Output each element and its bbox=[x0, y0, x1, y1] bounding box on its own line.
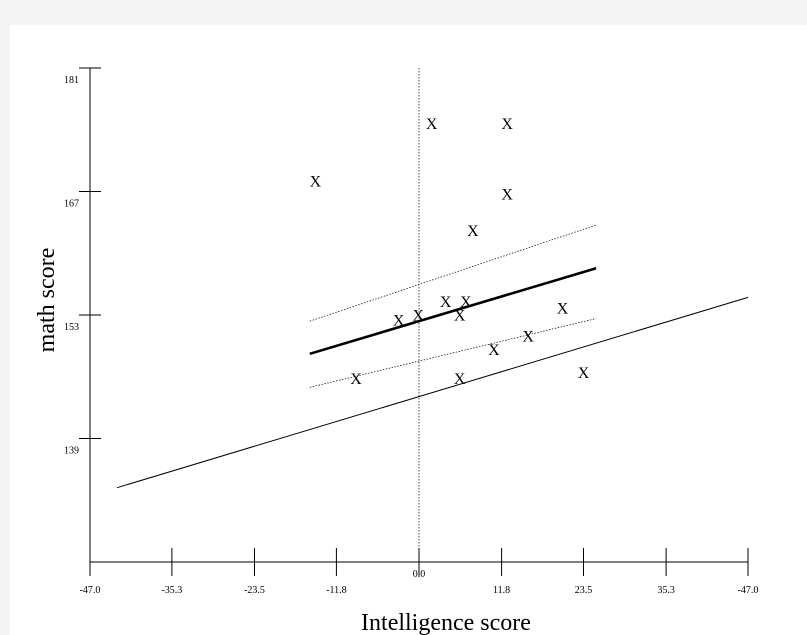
data-point-3: X bbox=[501, 187, 513, 204]
x-tick-label-1: -35.3 bbox=[161, 585, 182, 596]
data-point-1: X bbox=[426, 116, 438, 133]
data-point-14: X bbox=[454, 371, 466, 388]
axes-group: -47.0 -35.3 -23.5 -11.8 0.0 11.8 23.5 35.3 -47.0… bbox=[64, 67, 759, 596]
x-tick-label-6: 23.5 bbox=[575, 585, 593, 596]
y-tick-label-1: 167 bbox=[64, 199, 79, 210]
data-point-13: X bbox=[350, 371, 362, 388]
data-point-12: X bbox=[488, 342, 500, 359]
data-point-11: X bbox=[522, 329, 534, 346]
x-tick-label-4: 0.0 bbox=[413, 569, 426, 580]
data-point-8: X bbox=[413, 307, 425, 324]
fit-line bbox=[309, 267, 597, 356]
x-tick-label-8: -47.0 bbox=[738, 585, 759, 596]
x-tick-label-0: -47.0 bbox=[80, 585, 101, 596]
chart-panel bbox=[10, 25, 807, 635]
x-axis-title: Intelligence score bbox=[361, 610, 531, 635]
lines-group bbox=[116, 68, 749, 562]
data-point-0: X bbox=[310, 173, 322, 190]
x-tick-label-3: -11.8 bbox=[326, 585, 346, 596]
x-tick-label-2: -23.5 bbox=[244, 585, 265, 596]
fit-band-upper bbox=[309, 224, 597, 322]
data-point-7: X bbox=[393, 313, 405, 330]
y-tick-label-2: 153 bbox=[64, 322, 79, 333]
data-point-4: X bbox=[467, 223, 479, 240]
data-point-2: X bbox=[501, 116, 513, 133]
x-tick-label-5: 11.8 bbox=[493, 585, 510, 596]
data-point-6: X bbox=[460, 294, 472, 311]
y-tick-label-3: 139 bbox=[64, 446, 79, 457]
y-axis-title: math score bbox=[34, 248, 60, 353]
y-tick-label-0: 181 bbox=[64, 75, 79, 86]
data-point-10: X bbox=[557, 300, 569, 317]
data-point-15: X bbox=[578, 365, 590, 382]
fit-band-lower bbox=[309, 318, 597, 388]
data-point-9: X bbox=[454, 307, 466, 324]
data-point-5: X bbox=[440, 294, 452, 311]
reference-line bbox=[116, 296, 749, 489]
x-tick-label-7: 35.3 bbox=[657, 585, 675, 596]
